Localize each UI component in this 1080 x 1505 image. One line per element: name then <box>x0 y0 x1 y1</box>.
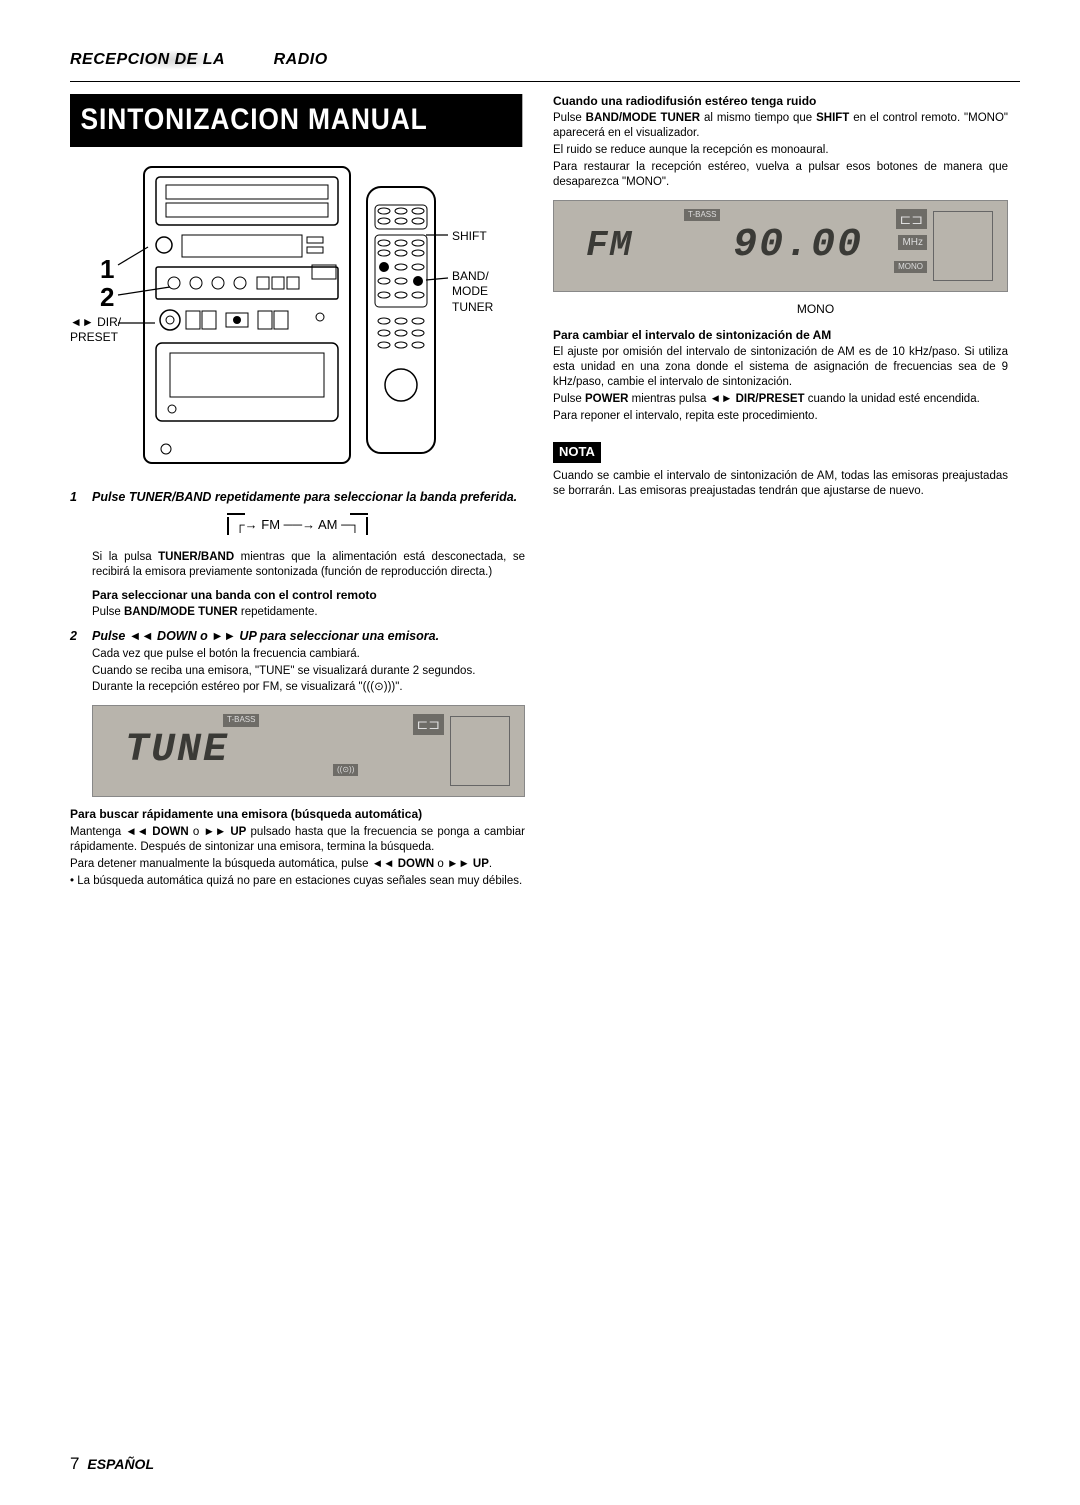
am-body-1: El ajuste por omisión del intervalo de s… <box>553 345 1008 390</box>
remote-heading: Para seleccionar una banda con el contro… <box>92 588 525 604</box>
am-body-2: Pulse POWER mientras pulsa ◄► DIR/PRESET… <box>553 392 1008 407</box>
nota-body: Cuando se cambie el intervalo de sintoni… <box>553 469 1008 499</box>
page-number: 7 <box>70 1454 79 1473</box>
step-2-body-2: Cuando se reciba una emisora, "TUNE" se … <box>92 664 525 679</box>
manual-page: RECEP CION DE LA RADIO SINTONIZACION MAN… <box>0 0 1080 1505</box>
header-middle: CION DE LA <box>128 50 225 71</box>
fm-text: FM <box>586 223 633 270</box>
display-panel-fm: T-BASS ⊏⊐ FM 90.00 MHz MONO <box>553 200 1008 292</box>
page-footer: 7 ESPAÑOL <box>70 1453 154 1475</box>
header-rule <box>70 81 1020 82</box>
auto-search-heading: Para buscar rápidamente una emisora (bús… <box>70 807 525 823</box>
step-1: 1 Pulse TUNER/BAND repetidamente para se… <box>70 489 525 621</box>
step-1-num: 1 <box>70 489 84 505</box>
step-1-text: Pulse TUNER/BAND repetidamente para sele… <box>92 489 525 505</box>
equipment-diagram: 1 2 ◄► DIR/PRESET SHIFT BAND/MODETUNER <box>70 165 525 475</box>
right-column: Cuando una radiodifusión estéreo tenga r… <box>553 94 1008 897</box>
mono-caption: MONO <box>623 302 1008 318</box>
display-panel-tune: T-BASS ⊏⊐ TUNE ((⊙)) <box>92 705 525 797</box>
stereo-badge: ((⊙)) <box>333 764 358 776</box>
am-body-3: Para reponer el intervalo, repita este p… <box>553 409 1008 424</box>
mono-badge: MONO <box>894 261 927 273</box>
fm-am-cycle: ┌→ FM ──→ AM ─┐ <box>70 513 525 538</box>
left-column: SINTONIZACION MANUAL 1 2 ◄► DIR/PRESET S… <box>70 94 525 897</box>
step-1-body: Si la pulsa TUNER/BAND mientras que la a… <box>92 550 525 580</box>
cd-icon-2: ⊏⊐ <box>896 209 927 229</box>
footer-lang: ESPAÑOL <box>87 1456 154 1472</box>
noise-body-1: Pulse BAND/MODE TUNER al mismo tiempo qu… <box>553 111 1008 141</box>
display-meter <box>450 716 510 786</box>
tbass-badge: T-BASS <box>223 714 259 726</box>
content-columns: SINTONIZACION MANUAL 1 2 ◄► DIR/PRESET S… <box>70 94 1020 897</box>
step-2-body-1: Cada vez que pulse el botón la frecuenci… <box>92 647 525 662</box>
cd-icon: ⊏⊐ <box>413 714 444 734</box>
noise-heading: Cuando una radiodifusión estéreo tenga r… <box>553 94 1008 110</box>
display-meter-2 <box>933 211 993 281</box>
header-right: RADIO <box>274 50 328 71</box>
title-banner: SINTONIZACION MANUAL <box>70 94 522 147</box>
auto-search-body-2: Para detener manualmente la búsqueda aut… <box>70 857 525 872</box>
step-2-num: 2 <box>70 628 84 644</box>
step-2-text: Pulse ◄◄ DOWN o ►► UP para seleccionar u… <box>92 628 525 644</box>
noise-body-2: El ruido se reduce aunque la recepción e… <box>553 143 1008 158</box>
tbass-badge-2: T-BASS <box>684 209 720 221</box>
mhz-badge: MHz <box>898 235 927 250</box>
am-interval-heading: Para cambiar el intervalo de sintonizaci… <box>553 328 1008 344</box>
header-left: RECEP <box>70 50 128 71</box>
lead-lines <box>70 165 525 475</box>
noise-body-3: Para restaurar la recepción estéreo, vue… <box>553 160 1008 190</box>
step-2: 2 Pulse ◄◄ DOWN o ►► UP para seleccionar… <box>70 628 525 695</box>
step-2-body-3: Durante la recepción estéreo por FM, se … <box>92 680 525 695</box>
auto-search-body-3: • La búsqueda automática quizá no pare e… <box>70 874 525 889</box>
tune-text: TUNE <box>125 725 229 777</box>
nota-label: NOTA <box>553 442 601 463</box>
section-header: RECEP CION DE LA RADIO <box>70 50 1020 71</box>
freq-text: 90.00 <box>663 220 933 272</box>
auto-search-body-1: Mantenga ◄◄ DOWN o ►► UP pulsado hasta q… <box>70 825 525 855</box>
remote-body: Pulse BAND/MODE TUNER repetidamente. <box>92 605 525 620</box>
